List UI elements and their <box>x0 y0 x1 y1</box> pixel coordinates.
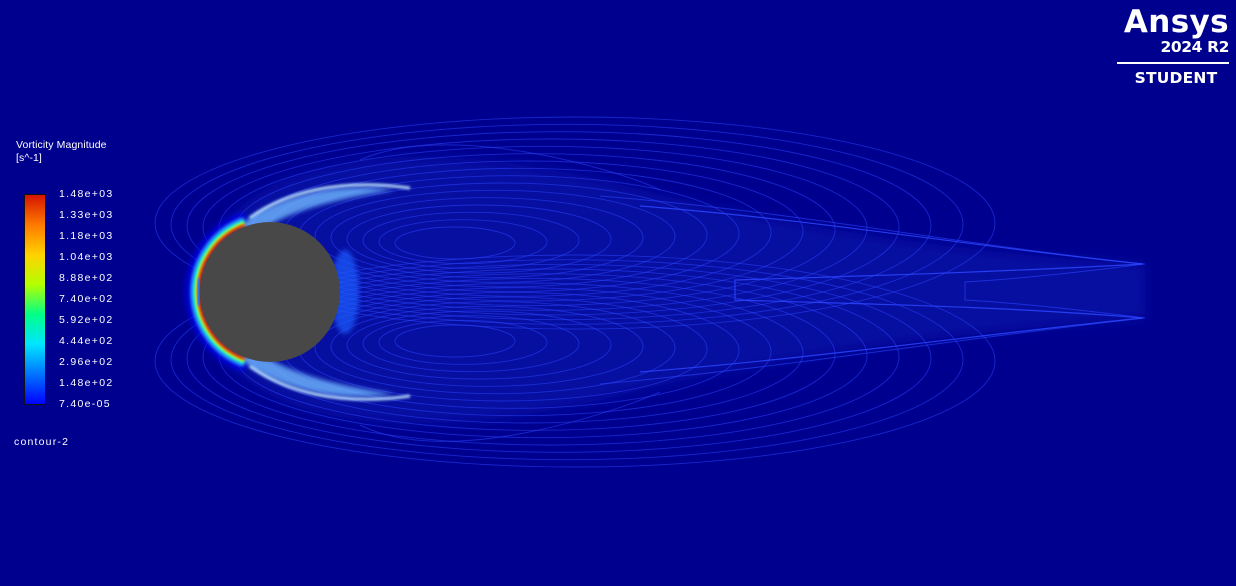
contour-line <box>170 259 964 461</box>
logo-edition: STUDENT <box>1134 69 1218 87</box>
scale-tick-label: 1.48e+02 <box>59 377 114 389</box>
legend-quantity: Vorticity Magnitude <box>16 139 107 151</box>
contour-line <box>314 189 676 283</box>
scale-tick-label: 4.44e+02 <box>59 335 114 347</box>
shear-layer-bottom-core <box>249 364 411 401</box>
contour-line <box>186 131 932 321</box>
legend-unit: [s^-1] <box>16 151 42 164</box>
logo-version: 2024 R2 <box>1160 38 1230 56</box>
contour-line <box>362 211 580 269</box>
shear-layer-top-core <box>249 183 411 220</box>
scale-tick-label: 2.96e+02 <box>59 356 114 368</box>
scale-tick-label: 1.18e+03 <box>59 230 114 242</box>
color-scale-bar <box>24 194 46 405</box>
contour-line <box>154 116 996 330</box>
scale-tick-label: 8.88e+02 <box>59 272 114 284</box>
cylinder-body <box>200 222 340 362</box>
contour-line <box>359 144 661 442</box>
contour-line <box>346 310 612 380</box>
logo-brand: Ansys <box>1123 4 1229 40</box>
ansys-logo: Ansys 2024 R2 STUDENT <box>1117 4 1229 88</box>
contour-line <box>314 301 676 395</box>
stagnation-point <box>195 278 202 306</box>
contour-line <box>202 268 900 446</box>
contour-line <box>346 204 612 274</box>
contour-line <box>202 138 900 316</box>
scale-tick-label: 7.40e+02 <box>59 293 114 305</box>
contour-line <box>394 324 516 358</box>
contour-name-label: contour-2 <box>14 436 70 448</box>
contour-line <box>378 319 548 365</box>
contour-line <box>378 219 548 265</box>
contour-line <box>599 195 1146 385</box>
contour-line <box>154 254 996 468</box>
scale-tick-label: 7.40e-05 <box>59 398 111 410</box>
scale-tick-label: 5.92e+02 <box>59 314 114 326</box>
contour-line <box>170 123 964 325</box>
contour-line <box>362 315 580 373</box>
logo-divider <box>1117 62 1229 64</box>
contour-line <box>186 263 932 453</box>
contour-line <box>639 205 1144 373</box>
shear-layer-bottom <box>238 352 395 397</box>
contour-line <box>330 197 644 279</box>
scale-tick-label: 1.04e+03 <box>59 251 114 263</box>
contour-line <box>330 305 644 387</box>
rear-recirculation <box>331 250 359 334</box>
legend-title: Vorticity Magnitude [s^-1] <box>16 139 107 164</box>
scale-tick-label: 1.33e+03 <box>59 209 114 221</box>
shear-layer-top <box>238 187 395 232</box>
scale-tick-label: 1.48e+03 <box>59 188 114 200</box>
